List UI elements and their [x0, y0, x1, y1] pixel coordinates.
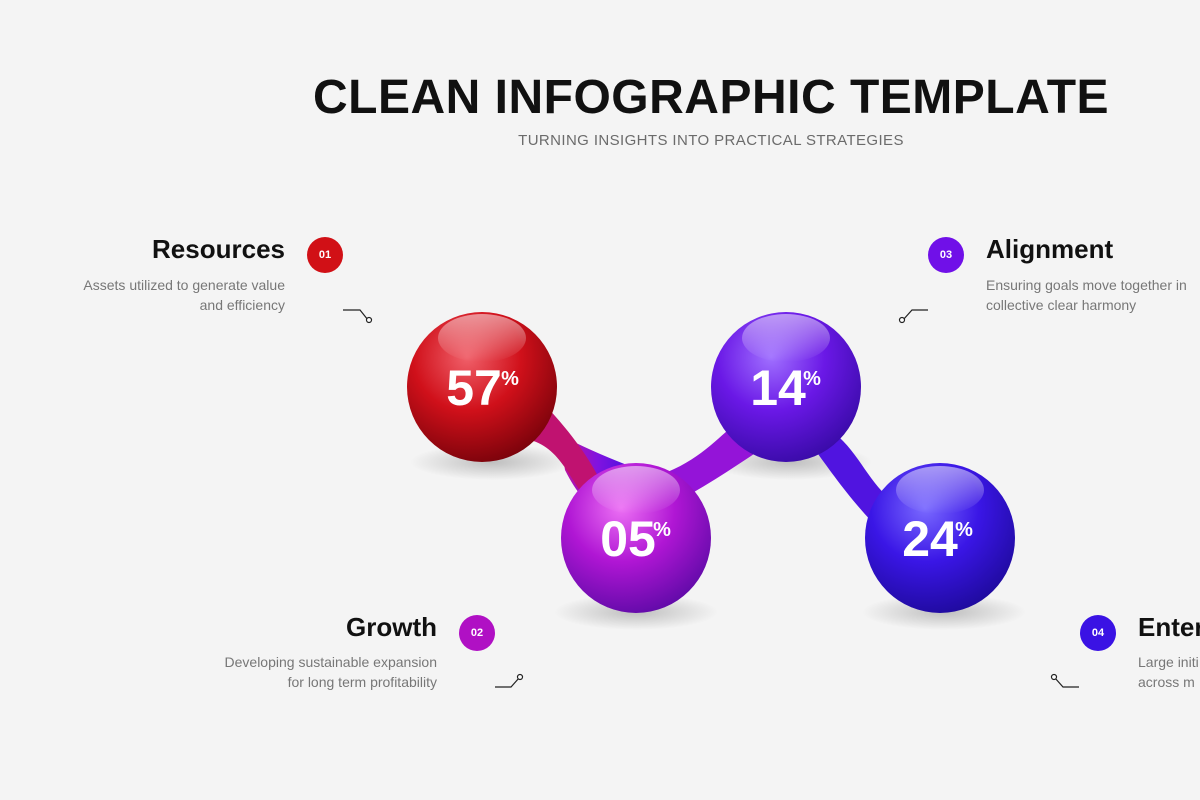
- sphere-24: [865, 463, 1015, 613]
- item-title-growth: Growth: [346, 612, 437, 642]
- pointer-line: [902, 309, 928, 321]
- item-desc-line: collective clear harmony: [986, 297, 1137, 313]
- pointer-dot: [1050, 673, 1058, 681]
- item-title-alignment: Alignment: [986, 234, 1114, 264]
- item-desc-resources: Assets utilized to generate value and ef…: [83, 275, 285, 315]
- sphere-14: [711, 312, 861, 462]
- item-desc-enter: Large initi across m: [1138, 652, 1199, 692]
- item-desc-line: Ensuring goals move together in: [986, 277, 1187, 293]
- item-desc-alignment: Ensuring goals move together in collecti…: [986, 275, 1187, 315]
- unit-label: %: [803, 368, 821, 390]
- value-label: 57: [446, 360, 502, 416]
- page-title: CLEAN INFOGRAPHIC TEMPLATE: [312, 71, 1110, 124]
- unit-label: %: [653, 519, 671, 541]
- item-desc-line: for long term profitability: [287, 674, 437, 690]
- unit-label: %: [501, 368, 519, 390]
- pointer-line: [495, 677, 520, 688]
- pointer-dot: [365, 316, 373, 324]
- item-badge-03: 03: [928, 237, 964, 273]
- pointer-line: [343, 309, 369, 321]
- item-desc-line: Developing sustainable expansion: [224, 654, 437, 670]
- value-label: 14: [750, 360, 806, 416]
- item-badge-01: 01: [307, 237, 343, 273]
- item-desc-line: across m: [1138, 674, 1195, 690]
- sphere-57: [407, 312, 557, 462]
- item-title-enter: Enter: [1138, 612, 1200, 642]
- item-badge-02: 02: [459, 615, 495, 651]
- item-badge-04: 04: [1080, 615, 1116, 651]
- unit-label: %: [955, 519, 973, 541]
- item-desc-line: and efficiency: [199, 297, 285, 313]
- page-subtitle: TURNING INSIGHTS INTO PRACTICAL STRATEGI…: [518, 132, 904, 149]
- item-desc-line: Large initi: [1138, 654, 1199, 670]
- pointer-dot: [898, 316, 906, 324]
- item-desc-growth: Developing sustainable expansion for lon…: [225, 652, 437, 692]
- value-label: 05: [600, 511, 656, 567]
- value-label: 24: [902, 511, 958, 567]
- pointer-dot: [516, 673, 524, 681]
- sphere-05: [561, 463, 711, 613]
- pointer-line: [1054, 677, 1079, 688]
- item-title-resources: Resources: [152, 234, 285, 264]
- item-desc-line: Assets utilized to generate value: [83, 277, 285, 293]
